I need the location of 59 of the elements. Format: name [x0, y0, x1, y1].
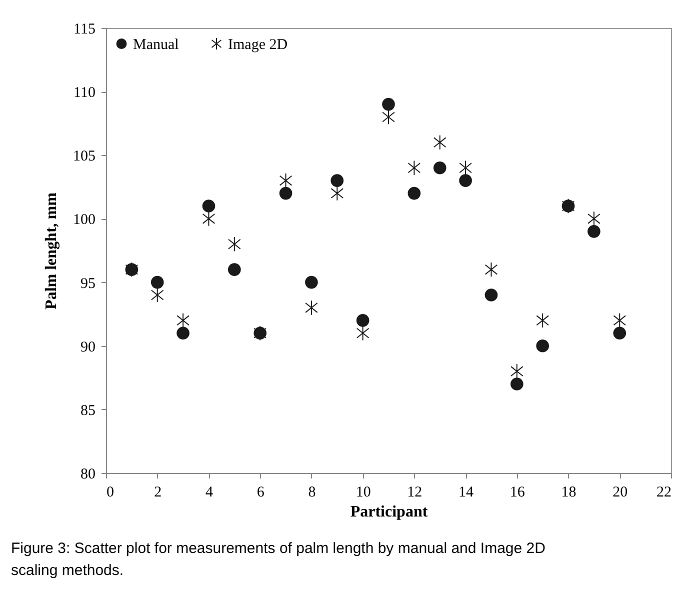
y-axis-title: Palm lenght, mm: [43, 192, 60, 310]
point: [588, 211, 600, 226]
y-tick-label: 110: [74, 85, 96, 102]
point: [150, 287, 164, 303]
point: [484, 262, 498, 278]
point: [382, 98, 395, 111]
point: [433, 134, 446, 150]
x-tick-label: 22: [656, 484, 672, 500]
x-tick-label: 10: [356, 484, 371, 500]
point: [150, 276, 164, 289]
x-tick-label: 20: [612, 484, 628, 500]
point: [510, 364, 524, 379]
caption: Figure 3: Scatter plot for measurements of palm length by manual and Image 2D scaling methods.: [11, 540, 546, 579]
x-tick-label: 18: [561, 484, 576, 500]
x-axis-title: Participant: [350, 504, 428, 520]
x-tick-label: 16: [510, 484, 526, 500]
y-tick-label: 100: [73, 212, 96, 228]
x-tick-label: 14: [458, 484, 474, 500]
legend-label: Image 2D: [228, 36, 288, 53]
point: [356, 314, 370, 327]
point: [356, 326, 370, 341]
point: [228, 263, 241, 276]
legend-label: Manual: [133, 36, 179, 53]
x-tick-label: 6: [256, 484, 265, 500]
x-tick-label: 8: [308, 484, 316, 500]
point: [510, 378, 524, 390]
point: [459, 174, 472, 187]
x-tick-label: 12: [407, 484, 422, 500]
point: [536, 312, 550, 328]
point: [176, 312, 190, 328]
point: [408, 160, 421, 176]
point: [330, 174, 344, 187]
point: [588, 225, 600, 238]
point: [613, 326, 626, 340]
point: [279, 172, 292, 188]
point: [202, 211, 216, 226]
y-tick-label: 95: [80, 276, 96, 292]
point: [176, 326, 190, 340]
y-tick-label: 80: [80, 466, 96, 482]
point: [536, 339, 550, 352]
point: [202, 200, 216, 212]
x-tick-label: 4: [205, 484, 214, 500]
point: [613, 312, 626, 328]
y-tick-label: 115: [74, 22, 96, 38]
y-tick-label: 105: [73, 148, 96, 165]
point: [305, 300, 318, 316]
point: [484, 288, 498, 302]
y-tick-label: 85: [80, 402, 96, 419]
point: [382, 109, 395, 125]
point: [408, 186, 421, 200]
point: [228, 236, 241, 252]
x-tick-label: 0: [106, 484, 114, 500]
point: [433, 161, 446, 174]
point: [279, 186, 292, 200]
point: [330, 186, 344, 201]
y-tick-label: 90: [80, 339, 96, 356]
x-tick-label: 2: [154, 484, 162, 500]
point: [459, 160, 472, 176]
point: [305, 276, 318, 289]
